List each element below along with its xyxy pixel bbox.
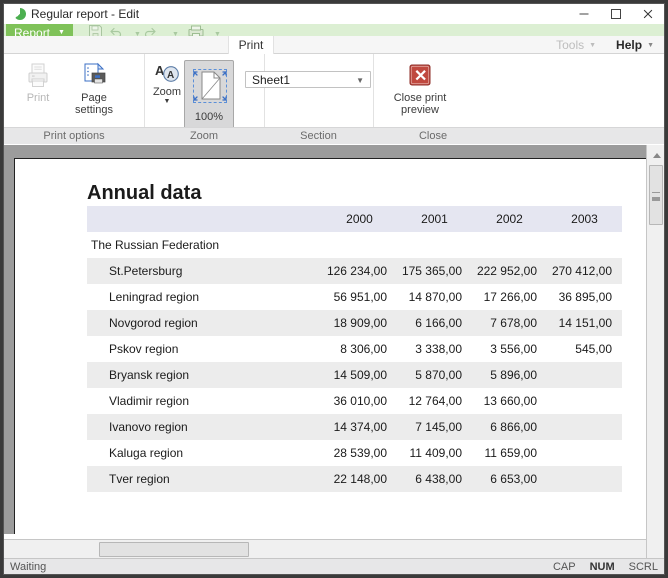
svg-text:A: A xyxy=(167,70,174,81)
svg-text:✕: ✕ xyxy=(414,68,427,85)
